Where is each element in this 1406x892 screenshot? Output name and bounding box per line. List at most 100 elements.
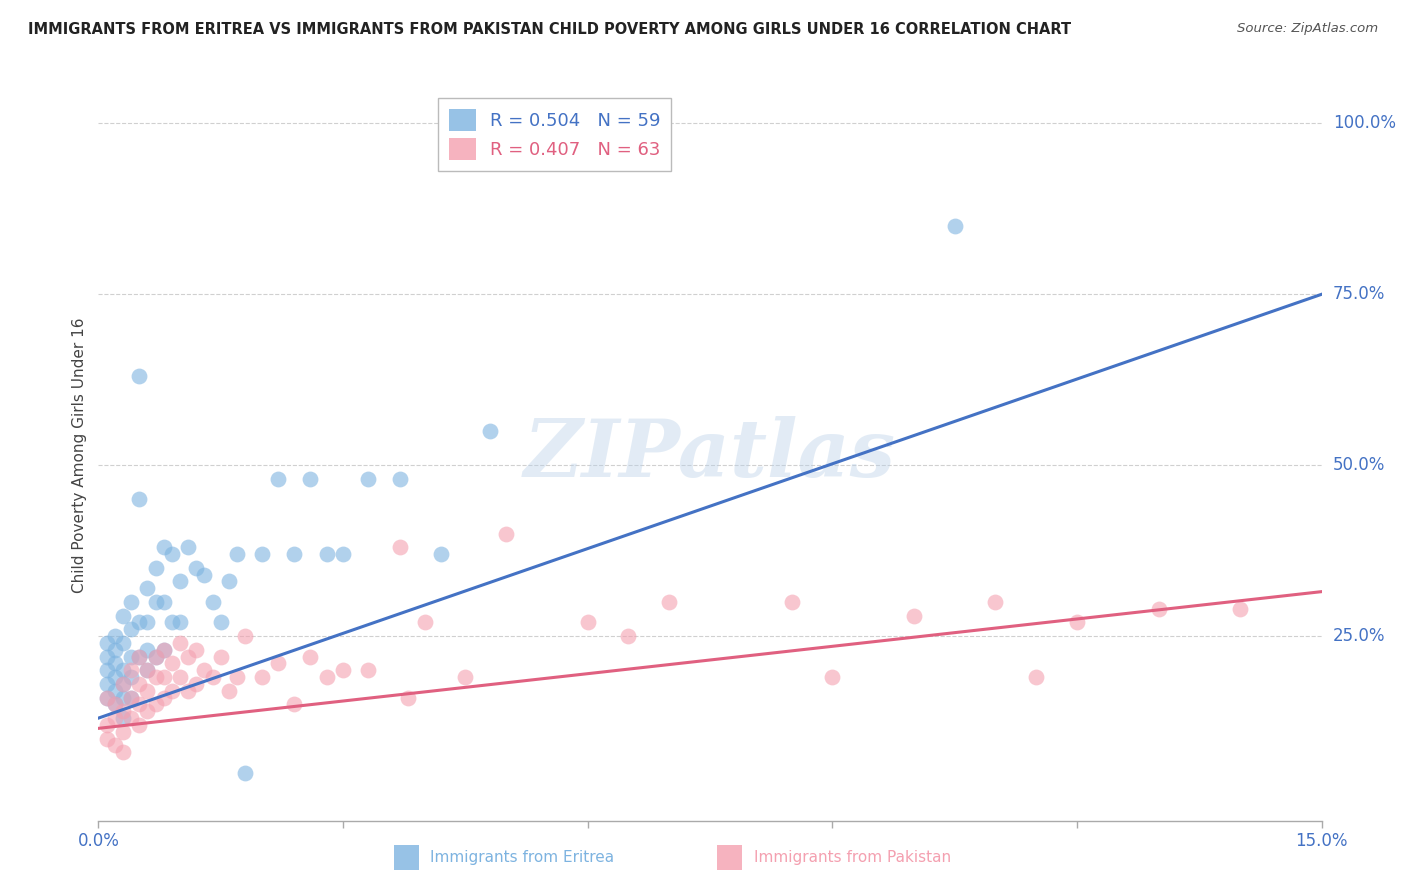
Point (120, 711, 142, 725)
Point (201, 670, 224, 684)
Point (160, 683, 183, 698)
Point (145, 649, 167, 664)
Point (478, 424, 501, 438)
Point (128, 492, 150, 507)
Point (152, 642, 174, 657)
Point (96, 690, 118, 705)
Point (104, 642, 127, 657)
Point (120, 663, 142, 677)
Point (160, 615, 183, 630)
Point (96, 718, 118, 732)
Point (1025, 670, 1047, 684)
Point (226, 547, 249, 561)
Point (617, 629, 640, 643)
Point (128, 649, 150, 664)
Point (104, 670, 127, 684)
Point (104, 657, 127, 671)
Point (120, 622, 142, 636)
Text: 25.0%: 25.0% (1333, 627, 1385, 645)
Point (96, 690, 118, 705)
Point (136, 663, 159, 677)
Point (128, 369, 150, 384)
Text: Immigrants from Pakistan: Immigrants from Pakistan (754, 850, 950, 864)
Point (136, 683, 159, 698)
Point (177, 540, 200, 554)
Point (267, 657, 290, 671)
Point (128, 698, 150, 712)
Point (396, 690, 419, 705)
Text: 50.0%: 50.0% (1333, 456, 1385, 475)
Point (104, 739, 127, 753)
Point (145, 560, 167, 574)
Point (267, 472, 290, 486)
Point (128, 649, 150, 664)
Point (250, 670, 273, 684)
Legend: R = 0.504   N = 59, R = 0.407   N = 63: R = 0.504 N = 59, R = 0.407 N = 63 (437, 98, 672, 171)
Point (218, 683, 240, 698)
Point (356, 663, 378, 677)
Point (128, 718, 150, 732)
Point (299, 472, 322, 486)
Point (389, 540, 412, 554)
Point (120, 690, 142, 705)
Point (120, 690, 142, 705)
Point (201, 595, 224, 609)
Point (943, 219, 966, 233)
Point (233, 629, 256, 643)
Point (104, 698, 127, 712)
Y-axis label: Child Poverty Among Girls Under 16: Child Poverty Among Girls Under 16 (72, 318, 87, 592)
Point (169, 636, 191, 650)
Point (169, 574, 191, 589)
Point (226, 670, 249, 684)
Point (283, 698, 305, 712)
Point (193, 567, 215, 582)
Point (576, 615, 599, 630)
Point (111, 745, 134, 759)
Point (186, 677, 208, 691)
Point (152, 540, 174, 554)
Point (111, 608, 134, 623)
Point (160, 547, 183, 561)
Point (128, 615, 150, 630)
Point (233, 765, 256, 780)
Point (104, 698, 127, 712)
Point (136, 704, 159, 718)
Point (96, 731, 118, 746)
Point (315, 670, 337, 684)
Point (152, 690, 174, 705)
Point (250, 547, 273, 561)
Point (152, 595, 174, 609)
Point (145, 670, 167, 684)
Point (283, 547, 305, 561)
Point (177, 683, 200, 698)
Point (209, 615, 232, 630)
Point (111, 724, 134, 739)
Point (111, 690, 134, 705)
Point (145, 698, 167, 712)
Point (111, 704, 134, 718)
Point (218, 574, 240, 589)
Text: Immigrants from Eritrea: Immigrants from Eritrea (430, 850, 614, 864)
Point (104, 711, 127, 725)
Point (120, 595, 142, 609)
Text: 75.0%: 75.0% (1333, 285, 1385, 303)
Point (193, 663, 215, 677)
Point (128, 677, 150, 691)
Point (413, 615, 436, 630)
Point (454, 670, 477, 684)
Point (177, 649, 200, 664)
Point (145, 649, 167, 664)
Point (356, 472, 378, 486)
Text: Source: ZipAtlas.com: Source: ZipAtlas.com (1237, 22, 1378, 36)
Point (152, 642, 174, 657)
Point (299, 649, 322, 664)
Point (104, 629, 127, 643)
Point (332, 547, 354, 561)
Point (120, 649, 142, 664)
Text: ZIPatlas: ZIPatlas (524, 417, 896, 493)
Point (332, 663, 354, 677)
Point (111, 663, 134, 677)
Point (111, 677, 134, 691)
Point (1147, 601, 1170, 615)
Point (96, 636, 118, 650)
